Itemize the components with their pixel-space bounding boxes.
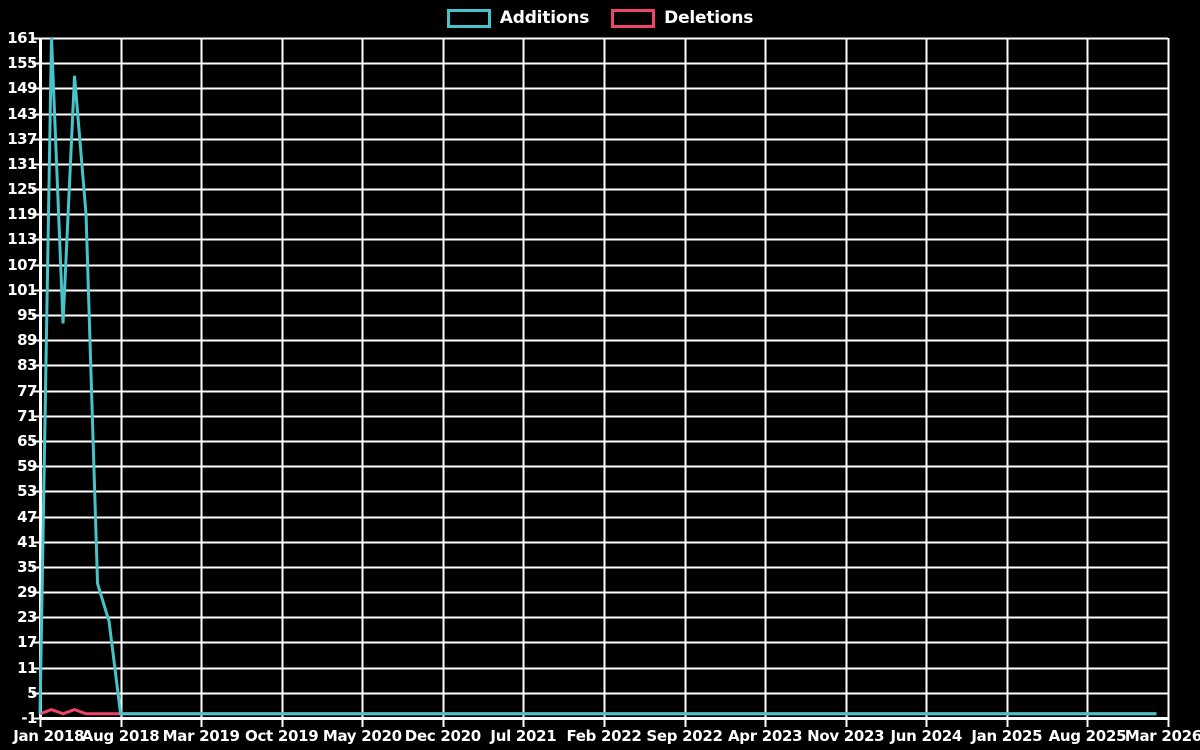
- y-axis-tick-label: 35: [17, 557, 37, 576]
- series-lines: [38, 37, 1157, 716]
- legend-label-deletions: Deletions: [664, 8, 754, 28]
- y-axis-tick-label: 11: [17, 658, 37, 677]
- y-axis-tick-label: 113: [7, 230, 37, 249]
- x-axis-tick-label: Oct 2019: [245, 727, 319, 745]
- legend-item-deletions[interactable]: Deletions: [611, 8, 753, 28]
- y-axis-tick-label: 77: [17, 381, 37, 400]
- x-axis-ticks: [39, 718, 1170, 727]
- y-axis-tick-label: 5: [27, 683, 37, 702]
- x-axis-tick-label: Sep 2022: [646, 727, 723, 745]
- y-axis-tick-label: 125: [7, 180, 37, 199]
- chart-legend: Additions Deletions: [0, 0, 1200, 36]
- x-axis-tick-label: Nov 2023: [807, 727, 885, 745]
- y-axis-tick-label: 83: [17, 356, 37, 375]
- x-axis-tick-label: Aug 2018: [81, 727, 160, 745]
- y-axis-tick-label: 53: [17, 482, 37, 501]
- legend-swatch-additions-icon: [446, 8, 491, 28]
- y-axis-tick-label: 101: [7, 280, 37, 299]
- y-axis-tick-label: 47: [17, 507, 37, 526]
- x-axis-tick-label: Mar 2026: [1124, 727, 1200, 745]
- y-axis-ticks: [32, 37, 40, 720]
- x-axis-tick-label: Jun 2024: [890, 727, 963, 745]
- y-axis-tick-label: 65: [17, 431, 37, 450]
- x-axis-tick-label: Jul 2021: [490, 727, 557, 745]
- y-axis-tick-label: 119: [7, 205, 37, 224]
- y-axis-tick-label: 59: [17, 457, 37, 476]
- x-axis-tick-label: Aug 2025: [1048, 727, 1127, 745]
- y-axis-tick-label: 137: [7, 129, 37, 148]
- x-axis-tick-label: Apr 2023: [727, 727, 803, 745]
- x-axis-tick-label: May 2020: [322, 727, 402, 745]
- y-axis-tick-label: 41: [17, 532, 37, 551]
- y-axis-tick-label: 17: [17, 633, 37, 652]
- legend-item-additions[interactable]: Additions: [446, 8, 590, 28]
- x-axis-tick-label: Dec 2020: [404, 727, 481, 745]
- x-axis-tick-label: Mar 2019: [162, 727, 240, 745]
- y-axis-tick-label: 23: [17, 608, 37, 627]
- y-axis-tick-label: 143: [7, 104, 37, 123]
- legend-label-additions: Additions: [499, 8, 590, 28]
- y-axis-tick-label: 95: [17, 306, 37, 325]
- y-axis-tick-label: 71: [17, 406, 37, 425]
- x-axis-tick-label: Jan 2018: [13, 727, 85, 745]
- y-axis-tick-label: 107: [7, 255, 37, 274]
- x-axis-tick-label: Feb 2022: [566, 727, 642, 745]
- y-axis-tick-label: 155: [7, 54, 37, 73]
- y-axis-tick-label: 131: [7, 154, 37, 173]
- y-axis-tick-label: 89: [17, 331, 37, 350]
- x-axis-tick-label: Jan 2025: [971, 727, 1043, 745]
- y-axis-tick-label: 161: [7, 29, 37, 47]
- y-axis-tick-label: -1: [21, 709, 37, 727]
- legend-swatch-deletions-icon: [611, 8, 656, 28]
- y-axis-tick-label: 29: [17, 583, 37, 602]
- y-axis-tick-label: 149: [7, 79, 37, 98]
